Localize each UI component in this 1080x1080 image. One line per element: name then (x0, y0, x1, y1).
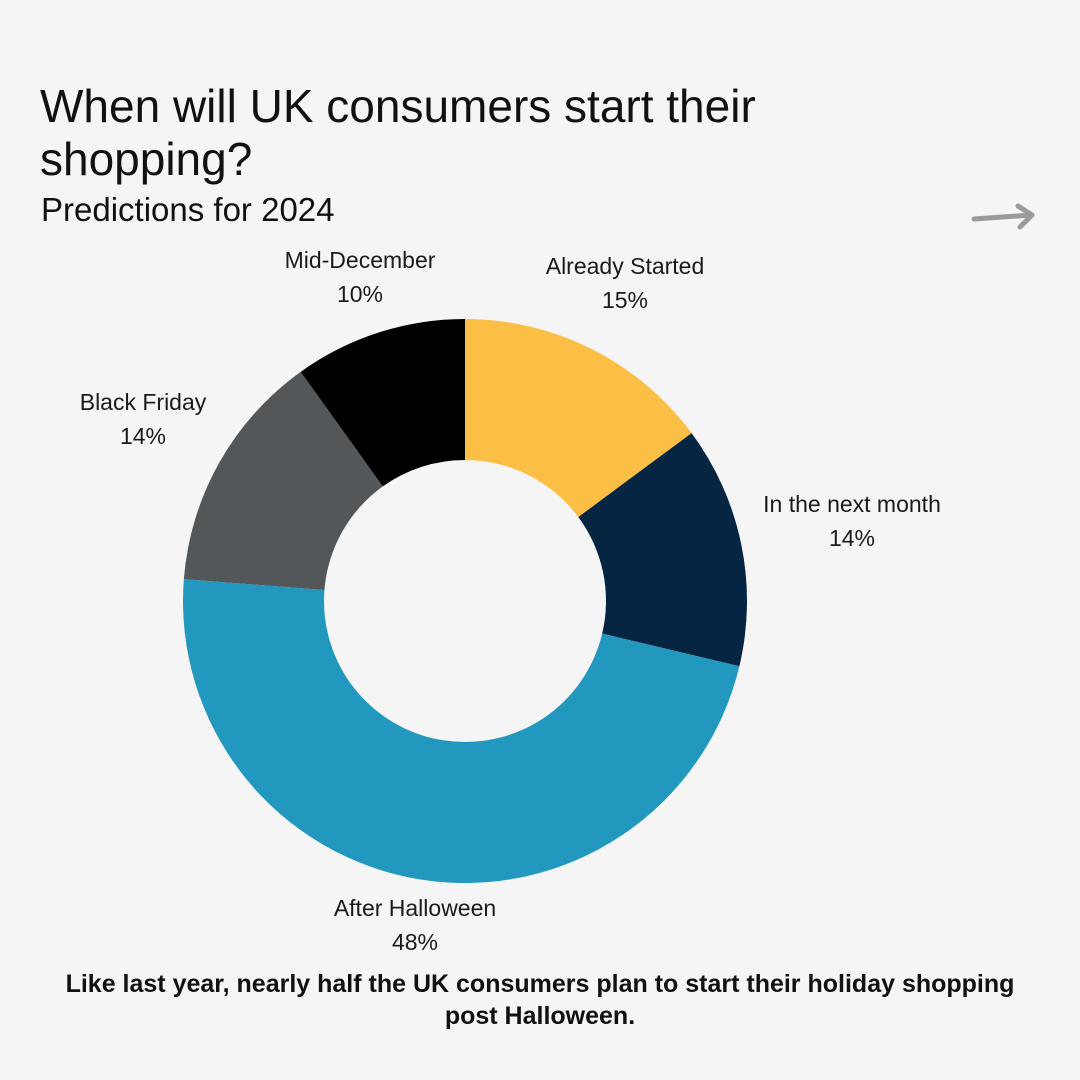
donut-slice-in-the-next-month (578, 433, 747, 667)
slice-category-label: In the next month (763, 491, 941, 517)
slice-value-label: 14% (119, 423, 167, 449)
slice-category-label: Black Friday (79, 389, 207, 415)
donut-slice-black-friday (183, 371, 383, 591)
slice-label-in-the-next-month: In the next month 14% (763, 487, 941, 555)
chart-caption: Like last year, nearly half the UK consu… (65, 970, 1015, 1030)
slice-label-after-halloween: After Halloween 48% (334, 891, 496, 959)
arrow-right-icon[interactable] (970, 200, 1040, 234)
donut-slice-after-halloween (183, 579, 740, 883)
chart-title: When will UK consumers start their shopp… (40, 80, 756, 185)
chart-subtitle: Predictions for 2024 (41, 191, 335, 228)
slice-category-label: After Halloween (333, 895, 497, 921)
donut-slice-already-started (465, 319, 692, 518)
slice-value-label: 14% (828, 525, 876, 551)
donut-slice-mid-december (300, 319, 465, 487)
slice-label-black-friday: Black Friday 14% (80, 385, 207, 453)
slice-value-label: 15% (601, 287, 649, 313)
slice-category-label: Mid-December (284, 247, 436, 273)
slice-value-label: 10% (336, 281, 384, 307)
slice-category-label: Already Started (545, 253, 705, 279)
slice-label-already-started: Already Started 15% (546, 249, 705, 317)
slice-value-label: 48% (391, 929, 439, 955)
slice-label-mid-december: Mid-December 10% (285, 243, 436, 311)
